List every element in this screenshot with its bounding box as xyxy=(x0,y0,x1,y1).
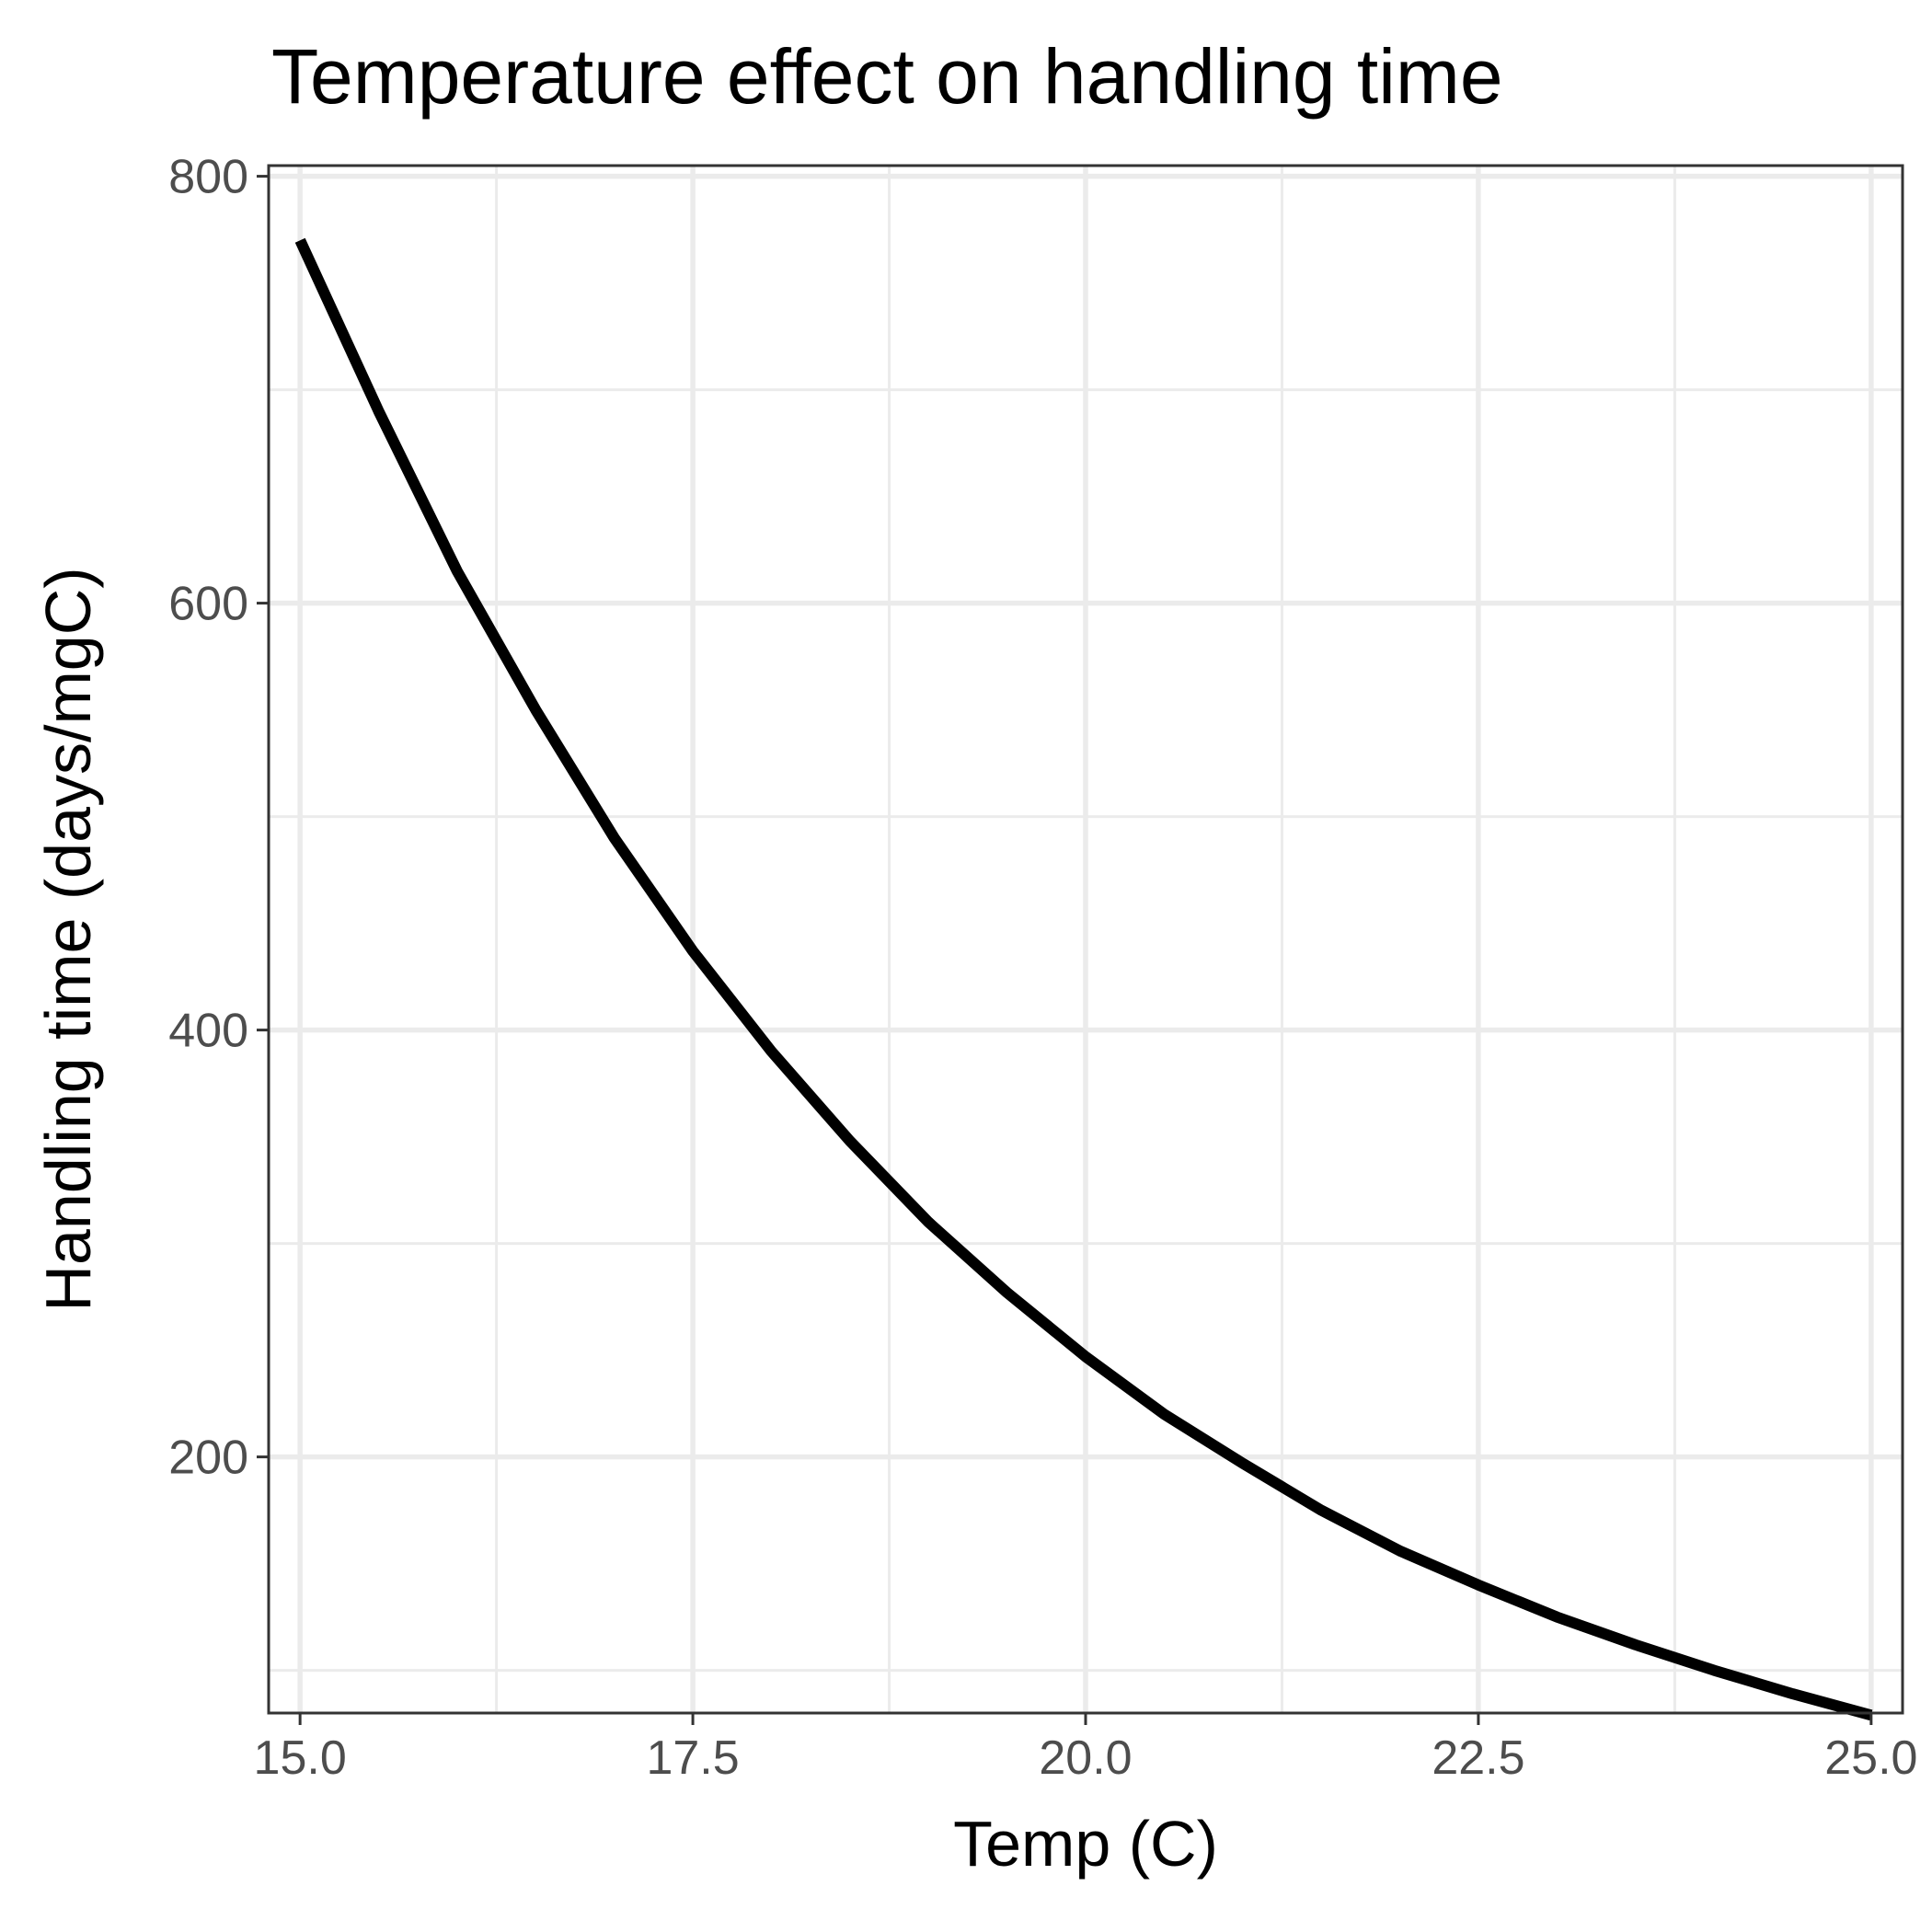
x-tick-label: 22.5 xyxy=(1432,1731,1524,1785)
x-tick-label: 17.5 xyxy=(646,1731,739,1785)
x-axis: 15.0 17.5 20.0 22.5 25.0 xyxy=(254,1713,1917,1785)
y-axis-title: Handling time (days/mgC) xyxy=(32,567,104,1311)
x-axis-title: Temp (C) xyxy=(953,1808,1218,1880)
data-series xyxy=(294,237,1873,1721)
chart-title: Temperature effect on handling time xyxy=(271,33,1503,120)
x-tick-label: 20.0 xyxy=(1039,1731,1132,1785)
grid xyxy=(269,166,1903,1713)
y-tick-label: 200 xyxy=(168,1432,248,1485)
x-tick-label: 15.0 xyxy=(254,1731,347,1785)
y-axis: 200 400 600 800 xyxy=(168,151,269,1485)
y-tick-label: 600 xyxy=(168,578,248,631)
y-tick-label: 400 xyxy=(168,1005,248,1058)
x-tick-label: 25.0 xyxy=(1824,1731,1917,1785)
series-line xyxy=(294,237,1873,1721)
y-tick-label: 800 xyxy=(168,151,248,204)
